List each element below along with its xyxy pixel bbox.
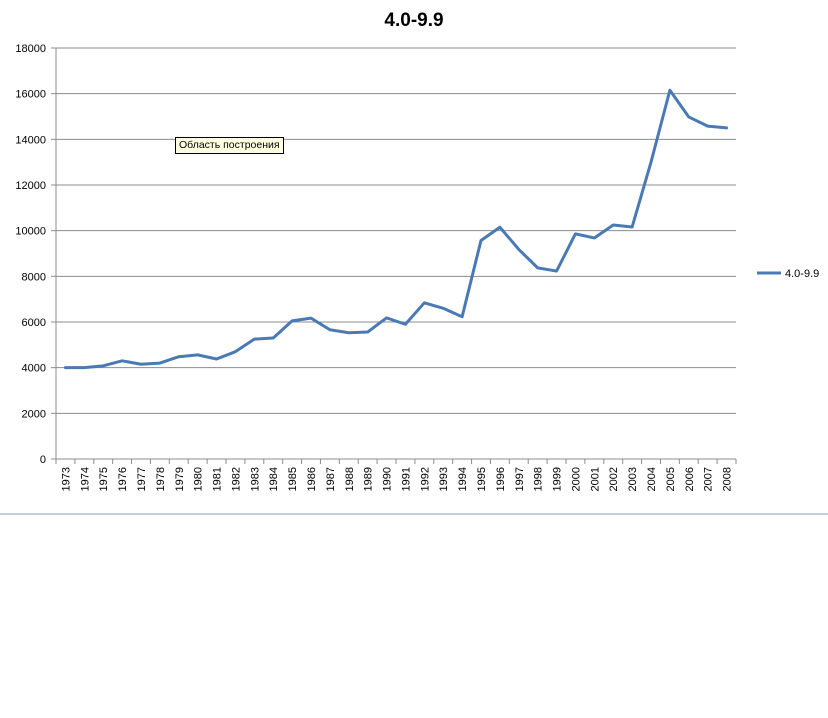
x-axis-ticks: 1973 1974 1975 1976 1977 1978 1979 1980 1981 1982… — [60, 467, 733, 491]
x-tick-label: 2000 — [570, 467, 582, 491]
y-tick-label: 0 — [40, 454, 46, 466]
chart-title: 4.0-9.9 — [384, 10, 443, 31]
x-tick-label: 1979 — [174, 467, 186, 491]
x-tick-label: 1996 — [495, 467, 507, 491]
x-tick-label: 2002 — [608, 467, 620, 491]
x-tick-label: 1988 — [344, 467, 356, 491]
x-tick-label: 1993 — [438, 467, 450, 491]
x-tick-label: 1998 — [533, 467, 545, 491]
x-tick-label: 1973 — [60, 467, 72, 491]
x-tick-label: 1975 — [98, 467, 110, 491]
axes — [51, 47, 737, 464]
x-tick-label: 2007 — [703, 467, 715, 491]
series-layer[interactable] — [63, 88, 729, 370]
x-tick-label: 1992 — [419, 467, 431, 491]
y-tick-label: 2000 — [22, 408, 46, 420]
x-tick-label: 1994 — [457, 467, 469, 491]
y-axis-ticks: 0 2000 4000 6000 8000 10000 12000 14000 16000 180… — [15, 43, 46, 466]
line-chart[interactable]: 4.0-9.9 0 2000 4000 6000 8000 10000 12000 14000… — [0, 0, 828, 514]
chart-area[interactable]: 4.0-9.9 0 2000 4000 6000 8000 10000 12000 14000… — [0, 0, 828, 514]
x-tick-label: 1989 — [363, 467, 375, 491]
y-tick-label: 8000 — [22, 271, 46, 283]
x-tick-label: 1980 — [193, 467, 205, 491]
x-tick-label: 2003 — [627, 467, 639, 491]
y-tick-label: 10000 — [15, 226, 46, 238]
x-tick-label: 2004 — [646, 467, 658, 491]
legend[interactable]: 4.0-9.9 — [757, 268, 819, 280]
x-tick-label: 2008 — [722, 467, 734, 491]
plot-area-tooltip: Область построения — [175, 137, 284, 154]
x-tick-label: 2006 — [684, 467, 696, 491]
x-tick-label: 1984 — [268, 467, 280, 491]
x-tick-label: 1978 — [155, 467, 167, 491]
x-tick-label: 2001 — [589, 467, 601, 491]
y-tick-label: 6000 — [22, 317, 46, 329]
y-tick-label: 12000 — [15, 180, 46, 192]
legend-label: 4.0-9.9 — [785, 268, 819, 280]
y-tick-label: 18000 — [15, 43, 46, 55]
x-tick-label: 1983 — [249, 467, 261, 491]
series-line[interactable] — [63, 88, 729, 370]
x-tick-label: 1985 — [287, 467, 299, 491]
y-tick-label: 16000 — [15, 89, 46, 101]
x-tick-label: 1981 — [212, 467, 224, 491]
y-tick-label: 4000 — [22, 363, 46, 375]
x-tick-label: 1990 — [382, 467, 394, 491]
x-tick-label: 1986 — [306, 467, 318, 491]
chart-border — [0, 513, 828, 515]
y-tick-label: 14000 — [15, 134, 46, 146]
x-tick-label: 1999 — [552, 467, 564, 491]
x-tick-label: 1995 — [476, 467, 488, 491]
x-tick-label: 2005 — [665, 467, 677, 491]
x-tick-label: 1987 — [325, 467, 337, 491]
gridlines — [56, 47, 736, 414]
x-tick-label: 1976 — [117, 467, 129, 491]
x-tick-label: 1997 — [514, 467, 526, 491]
x-tick-label: 1991 — [400, 467, 412, 491]
x-tick-label: 1977 — [136, 467, 148, 491]
x-tick-label: 1982 — [230, 467, 242, 491]
x-tick-label: 1974 — [79, 467, 91, 491]
